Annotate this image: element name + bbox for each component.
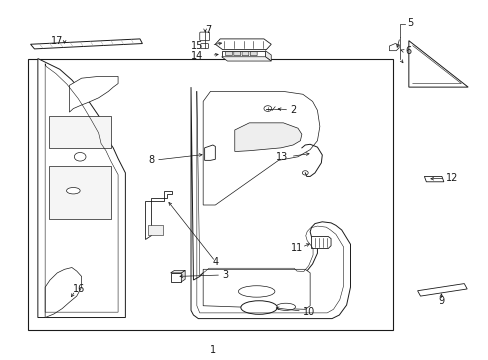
FancyBboxPatch shape bbox=[250, 52, 257, 56]
Polygon shape bbox=[45, 267, 81, 318]
Ellipse shape bbox=[238, 286, 274, 297]
Text: 16: 16 bbox=[73, 284, 85, 294]
Text: 6: 6 bbox=[404, 46, 410, 57]
Polygon shape bbox=[265, 51, 271, 61]
Polygon shape bbox=[234, 123, 301, 152]
Text: 12: 12 bbox=[446, 173, 458, 183]
Polygon shape bbox=[49, 166, 111, 219]
Text: 10: 10 bbox=[302, 307, 314, 317]
FancyBboxPatch shape bbox=[225, 52, 232, 56]
Polygon shape bbox=[191, 87, 350, 319]
Text: 15: 15 bbox=[190, 41, 203, 51]
Circle shape bbox=[74, 153, 86, 161]
Polygon shape bbox=[204, 145, 215, 160]
Polygon shape bbox=[388, 44, 398, 51]
Polygon shape bbox=[170, 273, 181, 282]
Text: 3: 3 bbox=[222, 270, 228, 280]
Polygon shape bbox=[215, 39, 271, 50]
Text: 7: 7 bbox=[205, 25, 211, 35]
Ellipse shape bbox=[66, 188, 80, 194]
Text: 4: 4 bbox=[212, 257, 219, 267]
Ellipse shape bbox=[241, 301, 277, 314]
Polygon shape bbox=[203, 269, 309, 309]
Polygon shape bbox=[144, 191, 171, 239]
Text: 9: 9 bbox=[437, 296, 444, 306]
Circle shape bbox=[268, 105, 278, 112]
Polygon shape bbox=[181, 270, 185, 282]
Bar bbox=[28, 59, 392, 330]
Polygon shape bbox=[417, 284, 466, 296]
Text: 14: 14 bbox=[190, 51, 203, 61]
Circle shape bbox=[302, 171, 307, 175]
Polygon shape bbox=[30, 39, 142, 49]
Text: 13: 13 bbox=[275, 152, 287, 162]
Polygon shape bbox=[408, 41, 467, 87]
Bar bbox=[148, 225, 163, 235]
FancyBboxPatch shape bbox=[242, 52, 248, 56]
Polygon shape bbox=[69, 76, 118, 112]
Polygon shape bbox=[311, 237, 330, 249]
Text: 5: 5 bbox=[406, 18, 412, 28]
Text: 8: 8 bbox=[148, 156, 154, 165]
Text: 1: 1 bbox=[209, 345, 216, 355]
Polygon shape bbox=[424, 176, 443, 182]
Polygon shape bbox=[49, 116, 111, 148]
Text: 17: 17 bbox=[51, 36, 63, 46]
Polygon shape bbox=[203, 91, 319, 205]
Polygon shape bbox=[38, 59, 125, 318]
FancyBboxPatch shape bbox=[201, 44, 208, 49]
Polygon shape bbox=[221, 57, 271, 61]
Circle shape bbox=[264, 106, 271, 111]
Text: 11: 11 bbox=[290, 243, 302, 253]
Text: 2: 2 bbox=[290, 105, 296, 115]
FancyBboxPatch shape bbox=[233, 52, 240, 56]
Polygon shape bbox=[170, 270, 185, 273]
Polygon shape bbox=[221, 51, 265, 57]
FancyBboxPatch shape bbox=[200, 32, 209, 41]
Ellipse shape bbox=[276, 303, 295, 310]
